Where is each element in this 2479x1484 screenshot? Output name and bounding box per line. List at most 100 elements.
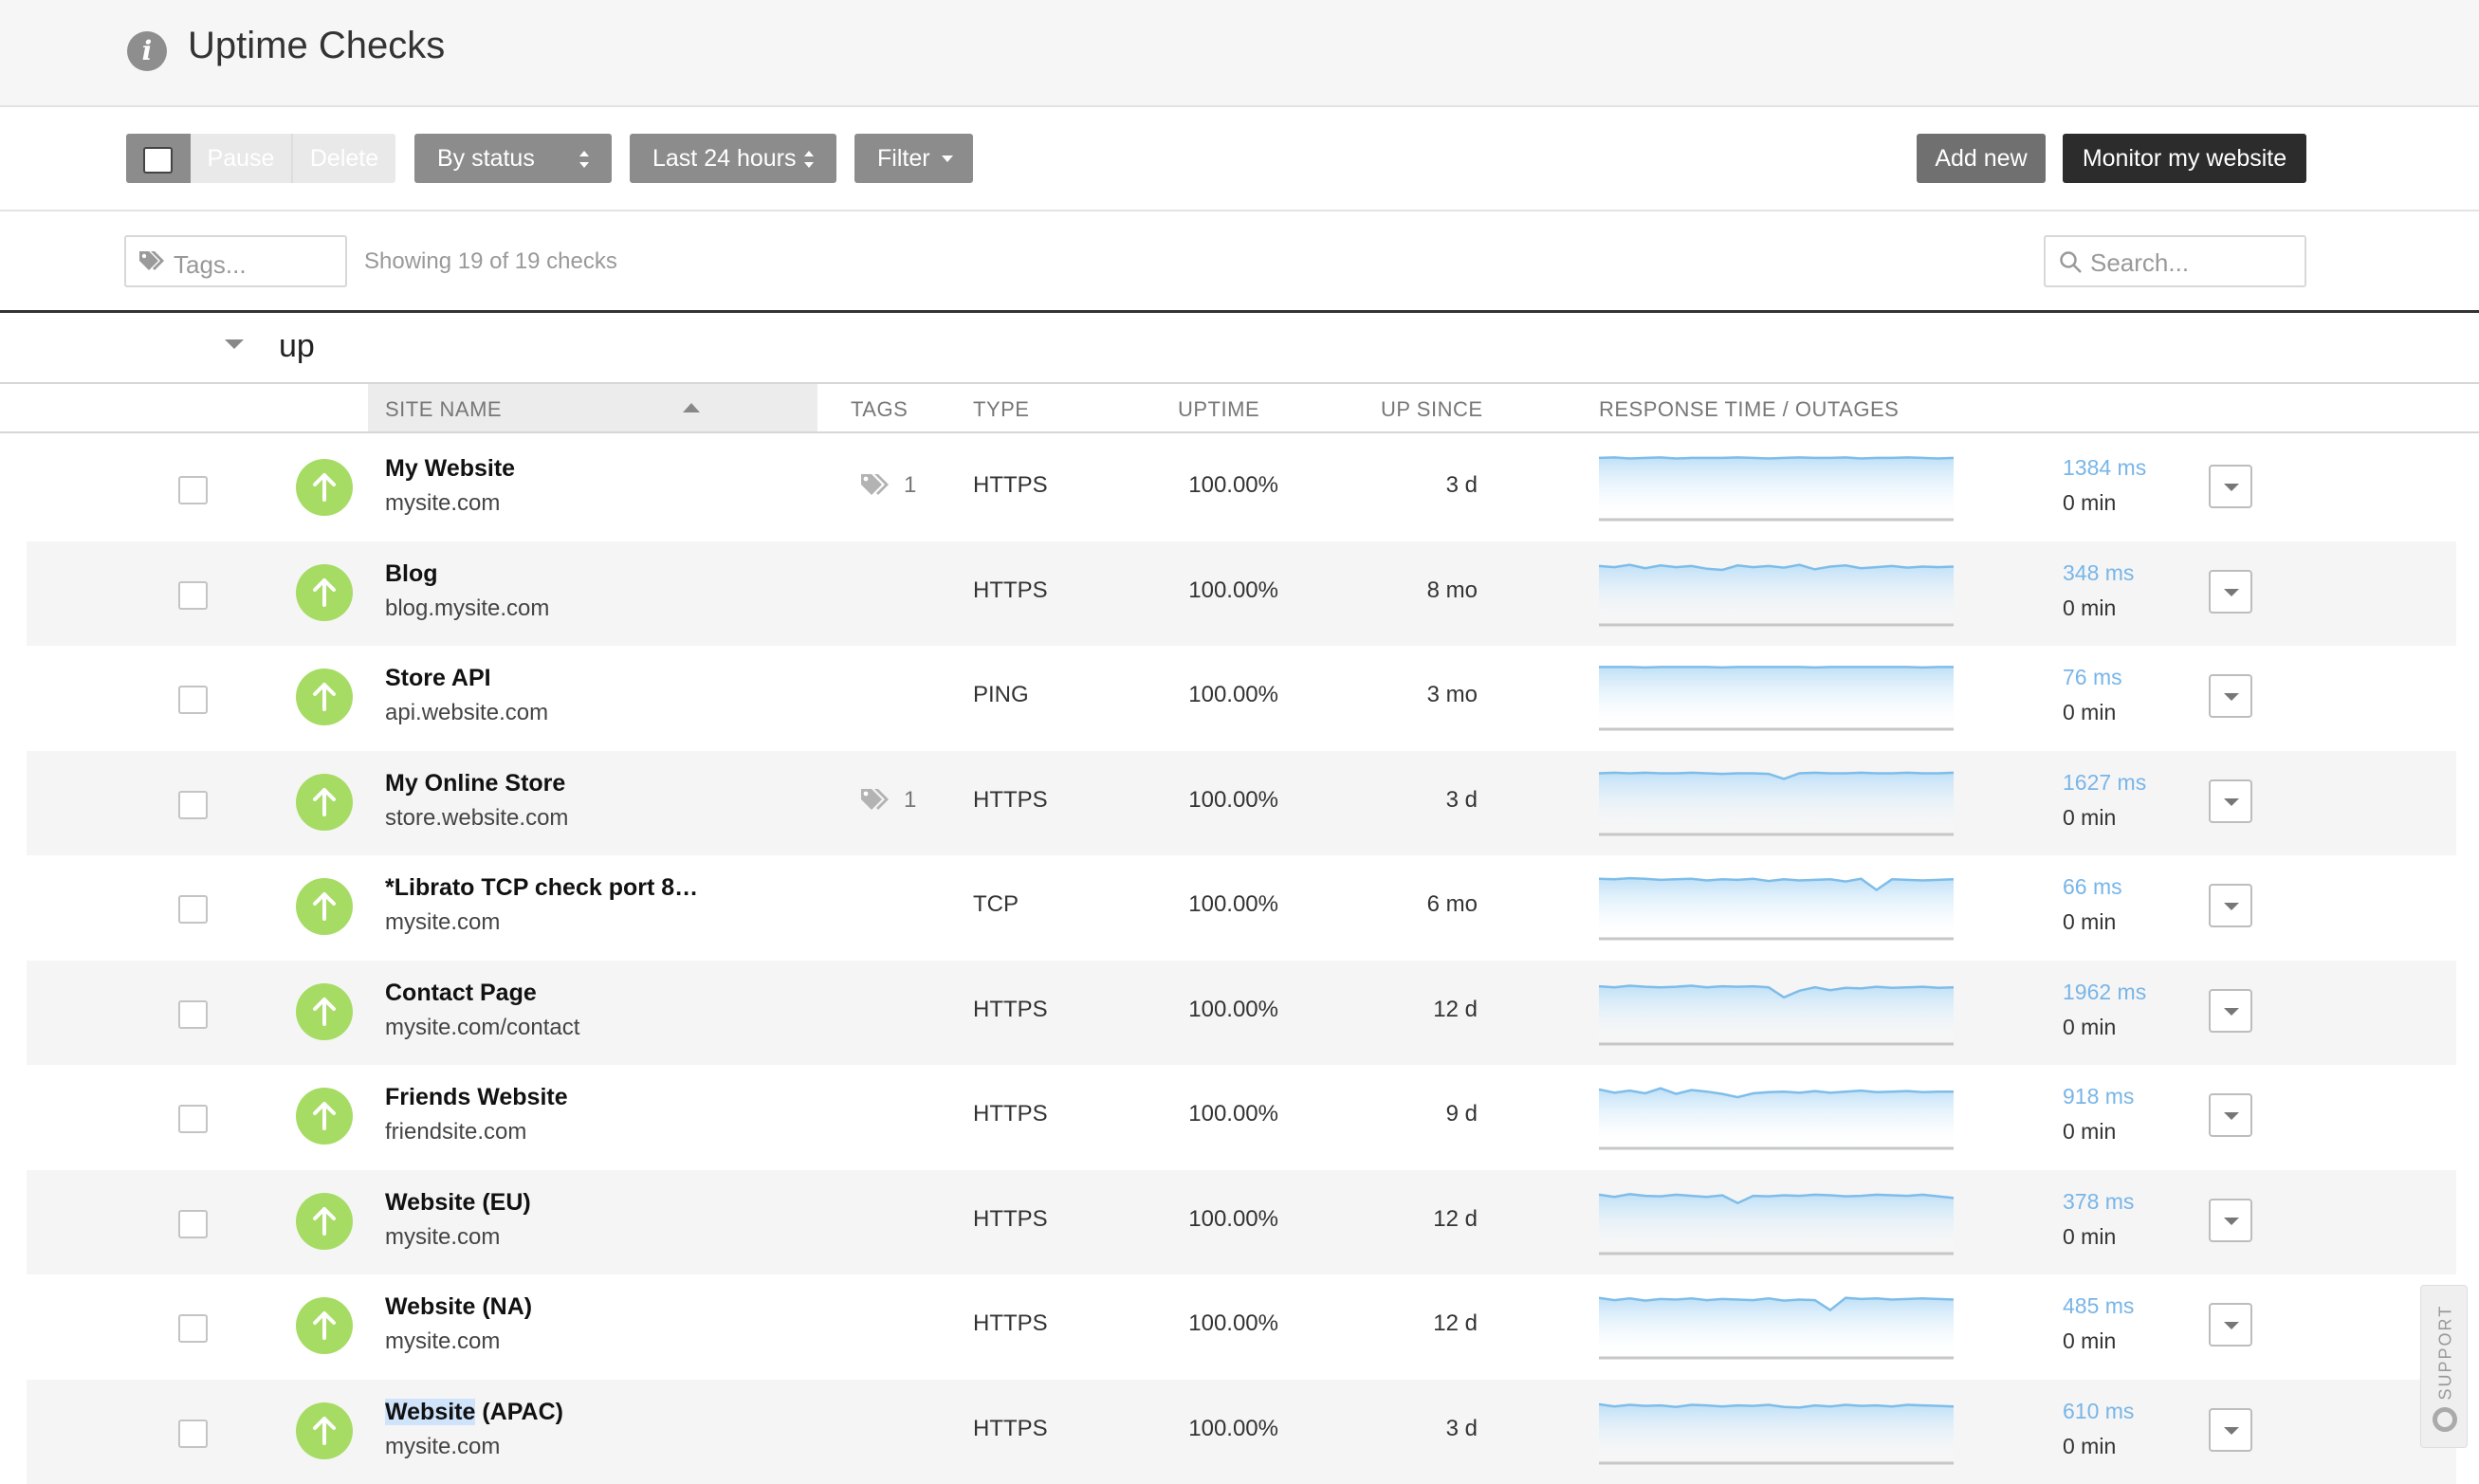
response-time-sparkline[interactable] — [1599, 659, 1978, 739]
monitor-my-website-button[interactable]: Monitor my website — [2063, 134, 2306, 183]
page-header: i Uptime Checks — [0, 0, 2479, 107]
site-name-link[interactable]: *Librato TCP check port 8… — [385, 874, 699, 901]
type-header[interactable]: TYPE — [973, 397, 1030, 421]
check-row[interactable]: Blog blog.mysite.com HTTPS 100.00% 8 mo 348 m… — [27, 541, 2456, 646]
row-actions-dropdown[interactable] — [2209, 674, 2252, 718]
response-time-sparkline[interactable] — [1599, 974, 1978, 1053]
site-name-link[interactable]: My Online Store — [385, 770, 566, 797]
row-checkbox[interactable] — [178, 1105, 208, 1133]
arrow-up-icon — [313, 788, 336, 816]
uptime-header[interactable]: UPTIME — [1178, 397, 1260, 421]
info-icon[interactable]: i — [127, 31, 167, 71]
arrow-up-icon — [313, 1311, 336, 1340]
response-time-sparkline[interactable] — [1599, 869, 1978, 948]
site-url: mysite.com — [385, 490, 501, 516]
response-time-value[interactable]: 1627 ms — [2063, 770, 2147, 795]
response-time-value[interactable]: 348 ms — [2063, 560, 2135, 585]
response-time-value[interactable]: 378 ms — [2063, 1189, 2135, 1214]
status-up-indicator — [296, 1088, 353, 1145]
check-row[interactable]: Website (EU) mysite.com HTTPS 100.00% 12 d 37… — [27, 1170, 2456, 1274]
site-name-column-header[interactable] — [368, 384, 817, 431]
sort-by-select[interactable]: By status — [414, 134, 612, 183]
row-checkbox[interactable] — [178, 1210, 208, 1238]
row-checkbox[interactable] — [178, 686, 208, 714]
site-name-link[interactable]: My Website — [385, 455, 516, 482]
search-input[interactable]: Search... — [2044, 235, 2306, 287]
check-type: HTTPS — [973, 1206, 1048, 1232]
response-time-value[interactable]: 76 ms — [2063, 665, 2122, 689]
row-actions-dropdown[interactable] — [2209, 884, 2252, 927]
outage-duration: 0 min — [2063, 1119, 2117, 1144]
site-name-link[interactable]: Friends Website — [385, 1084, 568, 1110]
status-group-header[interactable]: up — [0, 313, 2479, 384]
site-url: mysite.com — [385, 909, 501, 935]
response-time-value[interactable]: 610 ms — [2063, 1399, 2135, 1423]
response-time-sparkline[interactable] — [1599, 764, 1978, 844]
status-up-indicator — [296, 459, 353, 516]
response-time-sparkline[interactable] — [1599, 555, 1978, 634]
tag-icon[interactable] — [859, 787, 891, 814]
pause-button[interactable]: Pause — [191, 134, 291, 183]
row-actions-dropdown[interactable] — [2209, 1303, 2252, 1347]
check-row[interactable]: Website (NA) mysite.com HTTPS 100.00% 12 d 48… — [27, 1274, 2456, 1379]
row-checkbox[interactable] — [178, 1000, 208, 1029]
row-checkbox[interactable] — [178, 1420, 208, 1448]
sparkline-area — [1599, 1194, 1954, 1254]
page-title: Uptime Checks — [188, 25, 446, 66]
check-row[interactable]: Friends Website friendsite.com HTTPS 100.00… — [27, 1065, 2456, 1169]
response-time-sparkline[interactable] — [1599, 1393, 1978, 1473]
row-checkbox[interactable] — [178, 476, 208, 504]
site-name-link[interactable]: Blog — [385, 560, 438, 587]
row-actions-dropdown[interactable] — [2209, 989, 2252, 1033]
response-time-value[interactable]: 1962 ms — [2063, 980, 2147, 1004]
row-checkbox[interactable] — [178, 1314, 208, 1343]
up-since-header[interactable]: UP SINCE — [1381, 397, 1483, 421]
row-actions-dropdown[interactable] — [2209, 1199, 2252, 1242]
response-time-sparkline[interactable] — [1599, 449, 1978, 529]
site-name-link[interactable]: Website (NA) — [385, 1293, 533, 1320]
response-time-value[interactable]: 1384 ms — [2063, 455, 2147, 480]
site-url: mysite.com — [385, 1224, 501, 1250]
time-range-select[interactable]: Last 24 hours — [630, 134, 836, 183]
row-actions-dropdown[interactable] — [2209, 570, 2252, 614]
response-time-sparkline[interactable] — [1599, 1183, 1978, 1263]
tags-input[interactable]: Tags... — [124, 235, 347, 287]
row-actions-dropdown[interactable] — [2209, 779, 2252, 823]
site-name-link[interactable]: Store API — [385, 665, 491, 691]
row-checkbox[interactable] — [178, 791, 208, 819]
site-name-link[interactable]: Website (APAC) — [385, 1399, 563, 1425]
response-time-sparkline[interactable] — [1599, 1288, 1978, 1367]
row-actions-dropdown[interactable] — [2209, 465, 2252, 508]
response-time-sparkline[interactable] — [1599, 1078, 1978, 1158]
row-actions-dropdown[interactable] — [2209, 1093, 2252, 1137]
check-row[interactable]: *Librato TCP check port 8… mysite.com TCP 1… — [27, 855, 2456, 960]
collapse-caret-icon[interactable] — [225, 339, 244, 349]
select-all-checkbox[interactable] — [126, 134, 191, 183]
check-row[interactable]: Contact Page mysite.com/contact HTTPS 100.0… — [27, 961, 2456, 1065]
check-row[interactable]: My Website mysite.com 1 HTTPS 100.00% 3 d 1384… — [27, 436, 2456, 540]
sort-ascending-icon[interactable] — [683, 403, 700, 412]
outage-duration: 0 min — [2063, 1015, 2117, 1039]
check-type: HTTPS — [973, 1416, 1048, 1441]
site-name-link[interactable]: Contact Page — [385, 980, 537, 1006]
check-row[interactable]: My Online Store store.website.com 1 HTTPS 10… — [27, 751, 2456, 855]
site-url: store.website.com — [385, 805, 569, 831]
toolbar: Pause Delete By status Last 24 hours Fil… — [0, 107, 2479, 211]
delete-button[interactable]: Delete — [291, 134, 395, 183]
site-name-link[interactable]: Website (EU) — [385, 1189, 531, 1216]
response-time-value[interactable]: 485 ms — [2063, 1293, 2135, 1318]
row-checkbox[interactable] — [178, 581, 208, 610]
support-tab[interactable]: SUPPORT — [2420, 1285, 2468, 1448]
filter-dropdown[interactable]: Filter — [854, 134, 973, 183]
response-time-value[interactable]: 918 ms — [2063, 1084, 2135, 1108]
row-checkbox[interactable] — [178, 895, 208, 924]
tag-icon[interactable] — [859, 472, 891, 499]
status-up-indicator — [296, 878, 353, 935]
add-new-button[interactable]: Add new — [1917, 134, 2046, 183]
check-row[interactable]: Store API api.website.com PING 100.00% 3 mo 7… — [27, 646, 2456, 750]
row-actions-dropdown[interactable] — [2209, 1408, 2252, 1452]
check-row[interactable]: Website (APAC) mysite.com HTTPS 100.00% 3 d 6… — [27, 1380, 2456, 1484]
up-since-value: 9 d — [1445, 1101, 1478, 1127]
response-time-value[interactable]: 66 ms — [2063, 874, 2122, 899]
site-name-header[interactable]: SITE NAME — [385, 397, 503, 421]
